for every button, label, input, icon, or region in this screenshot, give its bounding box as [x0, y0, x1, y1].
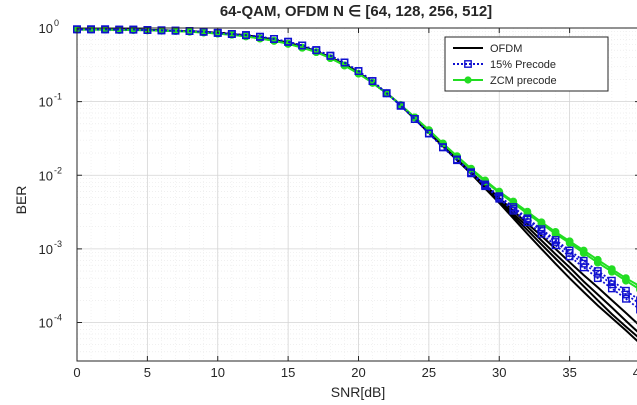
y-tick-base: 10 [39, 21, 53, 36]
data-point-circle-marker [622, 274, 630, 283]
y-tick-label: 10 -1 [39, 92, 62, 110]
legend-label: ZCM precode [490, 75, 557, 87]
x-tick-label: 10 [211, 365, 225, 380]
data-point-square-marker [241, 31, 250, 40]
data-point-square-marker [382, 89, 391, 98]
data-point-square-marker [256, 32, 264, 41]
data-point-square-marker [439, 143, 447, 152]
data-point-square-marker [622, 286, 630, 295]
data-point-circle-marker [565, 237, 574, 246]
y-tick-exponent: -3 [54, 239, 62, 249]
legend-box [444, 36, 609, 92]
data-point-circle-marker [593, 255, 602, 264]
data-point-square-marker [509, 203, 518, 211]
y-tick-base: 10 [39, 168, 53, 183]
data-point-square-marker [396, 101, 405, 110]
series-line-15-precode [77, 28, 637, 300]
y-tick-label: 10 -4 [39, 313, 62, 331]
data-point-square-marker [410, 115, 419, 123]
x-tick-label: 20 [351, 365, 365, 380]
data-point-circle-marker [579, 246, 588, 255]
y-tick-label: 10 -2 [39, 165, 62, 183]
grid [76, 27, 637, 362]
data-point-square-marker [424, 129, 433, 138]
data-point-circle-marker [607, 265, 616, 274]
x-tick-label: 35 [562, 365, 576, 380]
y-tick-exponent: -1 [54, 92, 62, 102]
legend-square-marker [464, 60, 472, 68]
x-axis-label: SNR[dB] [331, 384, 385, 400]
data-point-square-marker [227, 30, 236, 38]
x-tick-label: 15 [281, 365, 295, 380]
data-point-square-marker [523, 214, 532, 223]
y-tick-exponent: -4 [54, 313, 62, 323]
plot-series [73, 25, 637, 342]
data-point-square-marker [326, 51, 335, 60]
data-point-square-marker [622, 294, 630, 303]
data-point-square-marker [593, 267, 602, 275]
data-point-square-marker [115, 25, 124, 34]
x-tick-label: 30 [492, 365, 506, 380]
data-point-square-marker [270, 35, 278, 43]
chart-title: 64-QAM, OFDM N ∈ [64, 128, 256, 512] [220, 3, 492, 20]
data-point-square-marker [354, 67, 363, 75]
data-point-circle-marker [523, 207, 532, 216]
data-point-square-marker [593, 274, 602, 283]
legend-circle-marker [464, 76, 472, 84]
x-tick-label: 0 [73, 365, 80, 380]
data-point-square-marker [537, 225, 546, 234]
y-tick-base: 10 [39, 242, 53, 257]
y-tick-base: 10 [39, 316, 53, 331]
data-point-circle-marker [551, 228, 560, 236]
legend-label: OFDM [490, 43, 522, 55]
data-point-square-marker [101, 25, 110, 34]
data-point-square-marker [284, 37, 293, 46]
x-tick-label: 40 [633, 365, 637, 380]
data-point-square-marker [368, 77, 377, 86]
data-point-square-marker [298, 41, 307, 50]
data-point-square-marker [129, 25, 138, 34]
y-tick-label: 10 -3 [39, 239, 62, 257]
data-point-square-marker [199, 27, 208, 36]
legend-label: 15% Precode [490, 59, 556, 71]
y-tick-exponent: 0 [54, 18, 59, 28]
data-point-square-marker [340, 58, 349, 67]
data-point-square-marker [467, 168, 475, 177]
axis-ticks: 051015202530354010010-110-210-310-4 [39, 18, 637, 380]
data-point-square-marker [312, 46, 321, 55]
data-point-square-marker [607, 276, 616, 285]
data-point-square-marker [551, 236, 560, 244]
x-tick-label: 5 [144, 365, 151, 380]
data-point-square-marker [157, 26, 166, 35]
data-point-square-marker [87, 25, 95, 34]
y-tick-label: 10 0 [39, 18, 59, 36]
legend: OFDM 15% Precode ZCM precode [444, 36, 609, 92]
y-tick-base: 10 [39, 95, 53, 110]
data-point-circle-marker [537, 218, 546, 227]
data-point-square-marker [143, 26, 152, 34]
data-point-square-marker [579, 256, 588, 265]
data-point-square-marker [453, 155, 461, 164]
data-point-square-marker [171, 26, 180, 35]
y-tick-exponent: -2 [54, 165, 62, 175]
x-tick-label: 25 [422, 365, 436, 380]
data-point-square-marker [495, 192, 504, 201]
data-point-square-marker [565, 246, 574, 255]
data-point-square-marker [481, 180, 490, 189]
y-axis-label: BER [13, 186, 29, 215]
